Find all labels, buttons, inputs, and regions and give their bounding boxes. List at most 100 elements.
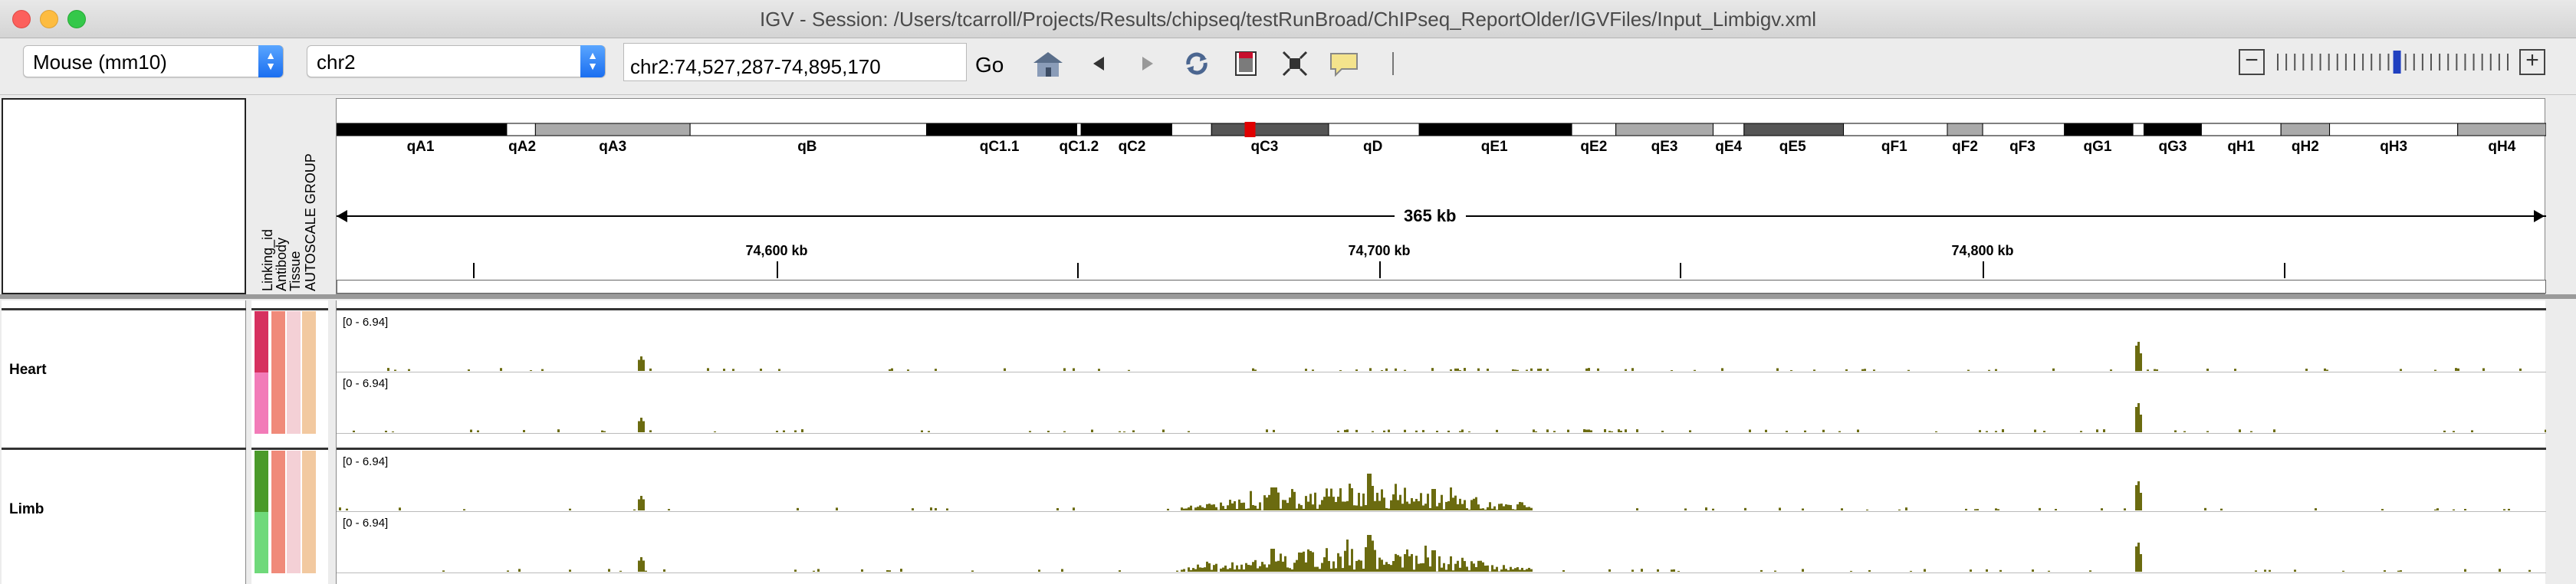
zoom-out-button[interactable]: − — [2239, 49, 2265, 75]
zoom-slider[interactable] — [2274, 51, 2510, 74]
home-icon[interactable] — [1030, 48, 1066, 80]
attribute-cell[interactable] — [287, 512, 301, 573]
coverage-track[interactable] — [337, 451, 2546, 512]
attribute-cell[interactable] — [271, 451, 285, 512]
zoom-tick[interactable] — [2311, 54, 2313, 71]
ideogram-band[interactable] — [689, 123, 927, 136]
zoom-tick[interactable] — [2430, 54, 2432, 71]
zoom-tick[interactable] — [2498, 54, 2500, 71]
ideogram-band[interactable] — [1843, 123, 1948, 136]
attribute-cell[interactable] — [287, 451, 301, 512]
ideogram-band[interactable] — [534, 123, 691, 136]
back-arrow-icon[interactable] — [1081, 48, 1116, 80]
ideogram-band[interactable] — [1418, 123, 1572, 136]
zoom-level-marker[interactable] — [2393, 51, 2401, 74]
attribute-cell[interactable] — [302, 512, 316, 573]
attribute-cell[interactable] — [271, 372, 285, 434]
zoom-tick[interactable] — [2294, 54, 2296, 71]
attribute-cell[interactable] — [255, 451, 268, 512]
ideogram-band[interactable] — [1615, 123, 1714, 136]
zoom-tick[interactable] — [2404, 54, 2407, 71]
forward-arrow-icon[interactable] — [1130, 48, 1165, 80]
attribute-cell[interactable] — [271, 512, 285, 573]
ideogram-band[interactable] — [2143, 123, 2202, 136]
minimize-window-button[interactable] — [40, 10, 58, 28]
genome-select[interactable]: Mouse (mm10) ▲ ▼ — [23, 45, 284, 77]
ideogram-band[interactable] — [925, 123, 1077, 136]
zoom-tick[interactable] — [2472, 54, 2475, 71]
zoom-window-button[interactable] — [67, 10, 86, 28]
chromosome-ideogram[interactable] — [337, 122, 2546, 137]
ideogram-band[interactable] — [2064, 123, 2134, 136]
data-panel[interactable]: [0 - 6.94] [0 - 6.94] [0 - 6.94] [0 - 6.94] — [336, 300, 2546, 584]
ideogram-band[interactable] — [1947, 123, 1983, 136]
zoom-tick[interactable] — [2456, 54, 2458, 71]
attribute-cell[interactable] — [302, 372, 316, 434]
zoom-tick[interactable] — [2344, 54, 2347, 71]
zoom-tick[interactable] — [2439, 54, 2441, 71]
ideogram-band[interactable] — [1571, 123, 1617, 136]
attribute-cell[interactable] — [255, 512, 268, 573]
attribute-cell[interactable] — [271, 311, 285, 372]
zoom-tick[interactable] — [2362, 54, 2364, 71]
ideogram-band[interactable] — [2132, 123, 2144, 136]
ideogram-band[interactable] — [2200, 123, 2282, 136]
ideogram-band[interactable] — [1328, 123, 1420, 136]
ideogram-band[interactable] — [1171, 123, 1212, 136]
attribute-cell[interactable] — [287, 311, 301, 372]
current-region-marker[interactable] — [1244, 122, 1256, 137]
attribute-cell[interactable] — [255, 311, 268, 372]
zoom-tick[interactable] — [2507, 54, 2509, 71]
attribute-panel[interactable] — [251, 300, 328, 584]
chromosome-select[interactable]: chr2 ▲ ▼ — [307, 45, 606, 77]
ideogram-band[interactable] — [2329, 123, 2459, 136]
ideogram-band[interactable] — [506, 123, 536, 136]
panel-divider[interactable] — [0, 294, 2576, 299]
ideogram-band[interactable] — [1982, 123, 2065, 136]
coverage-track[interactable] — [337, 512, 2546, 573]
zoom-tick[interactable] — [2464, 54, 2466, 71]
attribute-cell[interactable] — [287, 372, 301, 434]
zoom-tick[interactable] — [2371, 54, 2373, 71]
coverage-track[interactable] — [337, 372, 2546, 434]
attribute-cell[interactable] — [302, 451, 316, 512]
zoom-tick[interactable] — [2481, 54, 2483, 71]
go-button[interactable]: Go — [975, 53, 1004, 77]
ideogram-band[interactable] — [2457, 123, 2546, 136]
ideogram-band[interactable] — [1743, 123, 1845, 136]
popup-info-icon[interactable] — [1326, 48, 1362, 80]
zoom-tick[interactable] — [2421, 54, 2423, 71]
coverage-track[interactable] — [337, 311, 2546, 372]
zoom-tick[interactable] — [2387, 54, 2390, 71]
zoom-tick[interactable] — [2413, 54, 2415, 71]
attribute-header-label[interactable]: Tissue — [288, 251, 303, 291]
zoom-tick[interactable] — [2319, 54, 2321, 71]
zoom-tick[interactable] — [2277, 54, 2279, 71]
track-name-panel[interactable]: Heart Limb — [2, 300, 246, 584]
refresh-icon[interactable] — [1179, 48, 1214, 80]
zoom-tick[interactable] — [2379, 54, 2381, 71]
right-scroll-gutter[interactable] — [2548, 98, 2574, 584]
attribute-header-label[interactable]: AUTOSCALE GROUP — [303, 153, 318, 291]
track-group-label[interactable]: Heart — [9, 362, 47, 378]
zoom-tick[interactable] — [2489, 54, 2492, 71]
zoom-in-button[interactable]: + — [2519, 49, 2545, 75]
roi-icon[interactable] — [1228, 48, 1263, 80]
zoom-tick[interactable] — [2336, 54, 2338, 71]
ruler-panel[interactable]: qA1 qA2 qA3 qB qC1.1 qC1.2 qC2 qC3 qD qE1 qE2 qE3 qE… — [336, 98, 2546, 294]
ideogram-band[interactable] — [337, 123, 508, 136]
ideogram-band[interactable] — [1080, 123, 1172, 136]
close-window-button[interactable] — [12, 10, 31, 28]
locus-input[interactable] — [623, 43, 967, 81]
zoom-tick[interactable] — [2328, 54, 2330, 71]
ideogram-band[interactable] — [2280, 123, 2331, 136]
zoom-tick[interactable] — [2302, 54, 2305, 71]
track-group-label[interactable]: Limb — [9, 501, 44, 517]
ideogram-band[interactable] — [1076, 123, 1082, 136]
attribute-header[interactable]: Linking_id Antibody Tissue AUTOSCALE GROUP — [251, 98, 328, 294]
resize-icon[interactable] — [1277, 48, 1313, 80]
zoom-tick[interactable] — [2285, 54, 2288, 71]
zoom-tick[interactable] — [2447, 54, 2450, 71]
attribute-cell[interactable] — [255, 372, 268, 434]
ideogram-band[interactable] — [1211, 123, 1329, 136]
